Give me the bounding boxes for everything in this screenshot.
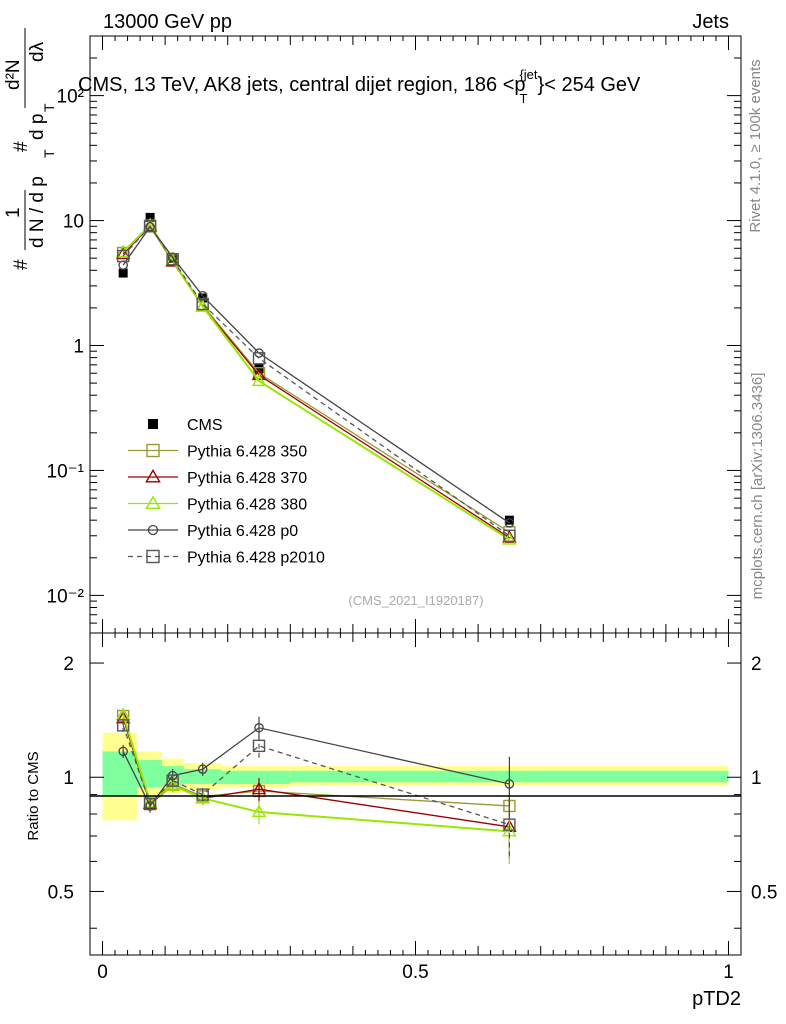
pythia-6-428-370-legend-marker <box>145 469 161 483</box>
pythia-6-428-p2010-ratio-point <box>166 774 179 787</box>
ylabel-one: 1 <box>3 207 24 218</box>
legend: CMS Pythia 6.428 350 Pythia 6.428 370 Pythi… <box>128 417 325 567</box>
cms-point <box>145 212 155 222</box>
pythia-6-428-p2010-ratio-point <box>503 818 516 831</box>
y-axis-title: # 1 d N / d p T # d p T d²N dλ <box>3 28 57 270</box>
cms-point <box>504 515 514 525</box>
ylabel-dpt: d p <box>27 114 48 140</box>
pythia-6-428-p2010-point <box>116 249 130 263</box>
pythia-6-428-380-ratio-point <box>195 790 210 804</box>
ylabel-t-2: T <box>41 103 57 112</box>
plot-title: CMS, 13 TeV, AK8 jets, central dijet reg… <box>78 67 641 106</box>
pythia-6-428-p0-ratio-line <box>122 727 510 808</box>
pythia-6-428-380-point <box>502 532 517 545</box>
pythia-6-428-380-point <box>251 373 267 387</box>
stat-uncertainty-band <box>221 770 291 784</box>
stat-uncertainty-band <box>102 751 137 797</box>
main-plot-frame <box>89 35 742 634</box>
pythia-6-428-p2010-point <box>143 220 157 233</box>
ratio-uncertainty-bands <box>102 732 729 821</box>
ratio-y-axis-title: Ratio to CMS <box>25 751 42 840</box>
pythia-6-428-380-point <box>195 299 210 312</box>
main-y-tick-label: 1 <box>73 337 84 358</box>
pythia-6-428-p2010-ratio-point <box>252 739 266 753</box>
pythia-6-428-p2010-ratio-point <box>143 797 157 811</box>
x-tick-label: 0.5 <box>402 962 428 983</box>
ratio-y-tick-label-left: 1 <box>63 768 74 789</box>
pythia-6-428-p2010-line <box>122 225 510 537</box>
pythia-6-428-350-legend-marker <box>146 443 160 458</box>
stat-uncertainty-band <box>183 769 222 784</box>
ylabel-d2n: d²N <box>3 59 24 90</box>
main-y-tick-label: 10⁻² <box>47 586 85 607</box>
x-tick-label: 0 <box>97 962 108 983</box>
header-right: Jets <box>692 11 729 33</box>
header-left: 13000 GeV pp <box>103 11 232 33</box>
ylabel-hash-1: # <box>11 259 32 270</box>
axis-ticks <box>90 35 741 955</box>
pythia-6-428-380-legend-marker <box>145 495 161 509</box>
pythia-6-428-380-ratio-point <box>165 778 180 791</box>
analysis-watermark: (CMS_2021_I1920187) <box>348 593 483 608</box>
pythia-6-428-350-legend-label: Pythia 6.428 350 <box>187 444 307 461</box>
cms-legend-marker <box>148 419 158 429</box>
pythia-6-428-p0-point <box>504 518 515 528</box>
main-series-layer <box>115 212 517 545</box>
mcplots-label: mcplots.cern.ch [arXiv:1306.3436] <box>749 373 766 600</box>
ratio-y-tick-label-left: 0.5 <box>48 882 74 903</box>
main-y-tick-label: 10 <box>63 212 84 233</box>
pythia-6-428-380-ratio-line <box>122 714 510 833</box>
pythia-6-428-p2010-point <box>503 529 516 542</box>
pythia-6-428-p0-legend-marker <box>147 524 159 536</box>
pythia-6-428-p0-ratio-point <box>197 764 208 774</box>
pythia-6-428-p2010-legend-label: Pythia 6.428 p2010 <box>187 550 325 567</box>
pythia-6-428-p0-ratio-point <box>254 723 264 733</box>
pythia-6-428-p2010-ratio-point <box>196 788 209 801</box>
main-y-tick-label: 10⁻¹ <box>47 461 85 482</box>
ratio-y-tick-label-left: 2 <box>63 654 74 675</box>
ratio-series-layer <box>115 707 517 865</box>
pythia-6-428-p2010-point <box>252 352 266 365</box>
pythia-6-428-p0-point <box>145 222 155 232</box>
pythia-6-428-p0-line <box>122 225 510 524</box>
cms-point <box>168 253 178 263</box>
pythia-6-428-380-ratio-point <box>251 804 267 818</box>
ylabel-dn-dpt: d N / d p <box>27 176 48 248</box>
x-tick-label: 1 <box>723 962 734 983</box>
title-part-4: }< 254 GeV <box>538 74 642 96</box>
cms-legend-label: CMS <box>187 417 223 434</box>
pythia-6-428-370-ratio-point <box>251 781 267 795</box>
ratio-y-tick-label-right: 2 <box>751 654 762 675</box>
pythia-6-428-p2010-point <box>166 253 179 266</box>
pythia-6-428-p0-point <box>167 252 178 262</box>
pythia-6-428-p2010-ratio-point <box>116 719 130 732</box>
pythia-6-428-p0-legend-label: Pythia 6.428 p0 <box>187 523 298 540</box>
pythia-6-428-p2010-legend-marker <box>146 549 160 564</box>
ratio-plot-frame <box>89 632 742 956</box>
cms-point <box>118 268 128 278</box>
ratio-y-tick-label-right: 1 <box>751 768 762 789</box>
pythia-6-428-380-legend-label: Pythia 6.428 380 <box>187 497 307 514</box>
ylabel-hash-2: # <box>11 141 32 152</box>
ratio-y-tick-label-right: 0.5 <box>751 882 777 903</box>
title-part-1: CMS, 13 TeV, AK8 jets, central dijet reg… <box>78 74 526 96</box>
rivet-label: Rivet 4.1.0, ≥ 100k events <box>747 59 764 232</box>
pythia-6-428-p2010-point <box>196 297 209 311</box>
title-part-3: {jet <box>519 67 537 82</box>
x-axis-title: pTD2 <box>692 988 741 1010</box>
pythia-6-428-370-legend-label: Pythia 6.428 370 <box>187 470 307 487</box>
tick-labels: 10⁻² 10⁻¹ 1 10 10² 0.5 0.5 1 1 2 2 0 0.5 1 <box>47 87 778 983</box>
pythia-6-428-p0-ratio-point <box>504 779 515 789</box>
title-part-2: T <box>520 91 528 106</box>
ylabel-dlambda: dλ <box>27 41 48 62</box>
pythia-6-428-380-line <box>122 223 510 541</box>
ylabel-t-1: T <box>41 149 57 158</box>
pythia-6-428-p0-ratio-point <box>118 746 128 757</box>
main-y-tick-label: 10² <box>57 87 84 108</box>
pythia-6-428-p0-point <box>197 291 208 301</box>
